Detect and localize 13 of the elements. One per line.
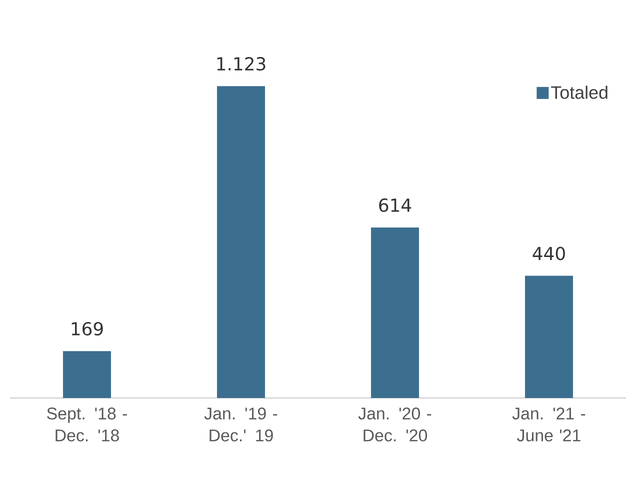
data-label: 440	[532, 246, 565, 260]
bar	[217, 86, 265, 398]
x-tick-label: Jan. '20 - Dec. '20	[358, 408, 432, 442]
x-tick-label: Jan. '21 - June '21	[512, 408, 586, 442]
data-label: 614	[379, 198, 412, 212]
x-tick-label: Jan. '19 - Dec.' 19	[204, 408, 278, 442]
bar	[371, 227, 419, 398]
bar	[525, 276, 574, 398]
data-label: 1.123	[217, 57, 266, 71]
legend-label: Totaled	[551, 86, 608, 99]
bar	[63, 351, 111, 398]
data-label: 169	[72, 322, 103, 336]
x-tick-label: Sept. '18 - Dec. '18	[47, 408, 127, 442]
